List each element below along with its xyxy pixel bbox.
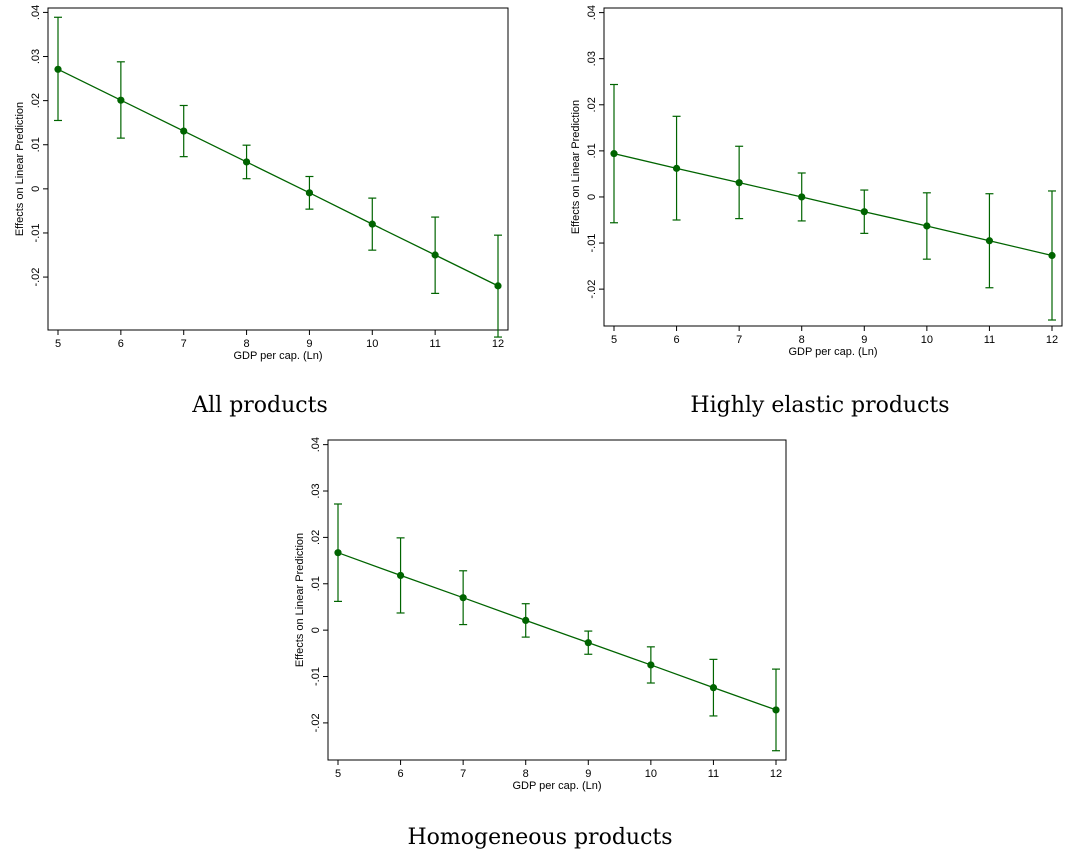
- y-tick-label: -.02: [30, 268, 42, 287]
- series-line: [337, 552, 777, 711]
- data-point: [459, 594, 467, 602]
- plot-frame: [47, 7, 509, 331]
- y-axis-title: Effects on Linear Prediction: [294, 533, 306, 667]
- chart-homogeneous-products: 5 6 7 8 9 10 11 12 -.02 -.01 0 .01 .02 .03 .04 GDP per …: [294, 437, 787, 792]
- y-tick-label: .04: [30, 5, 42, 20]
- x-tick-label: 7: [736, 334, 742, 346]
- y-tick-label: .01: [30, 137, 42, 152]
- x-tick-label: 9: [861, 334, 867, 346]
- x-tick-label: 5: [55, 338, 61, 350]
- x-tick-label: 10: [645, 768, 657, 780]
- data-point: [647, 661, 655, 669]
- y-tick-label: 0: [586, 194, 598, 200]
- x-tick-label: 8: [244, 338, 250, 350]
- data-point: [180, 127, 188, 135]
- data-point: [584, 639, 592, 647]
- y-tick-label: .03: [310, 483, 322, 498]
- x-tick-label: 6: [118, 338, 124, 350]
- data-point: [709, 684, 718, 692]
- series-line: [57, 68, 499, 287]
- data-point: [672, 164, 681, 172]
- data-point: [985, 237, 994, 245]
- caption-homogeneous-products: Homogeneous products: [407, 825, 673, 850]
- data-point: [522, 616, 530, 625]
- data-point: [860, 208, 868, 216]
- caption-highly-elastic-products: Highly elastic products: [690, 393, 950, 418]
- data-point: [117, 96, 125, 104]
- y-tick-label: .01: [310, 576, 322, 591]
- plot-frame: [603, 7, 1063, 327]
- data-point: [735, 179, 743, 187]
- data-point: [305, 189, 314, 197]
- y-tick-label: .04: [586, 5, 598, 20]
- data-point: [1048, 251, 1056, 260]
- x-axis-title: GDP per cap. (Ln): [512, 780, 601, 792]
- x-axis-title: GDP per cap. (Ln): [788, 346, 877, 358]
- x-tick-label: 9: [585, 768, 591, 780]
- caption-all-products: All products: [192, 393, 328, 418]
- chart-all-products: 5 6 7 8 9 10 11 12 -.02 -.01 0 .01 .02 .03 .04 GDP per …: [14, 5, 509, 362]
- series-line: [613, 153, 1053, 257]
- data-point: [610, 150, 618, 158]
- x-tick-label: 11: [708, 768, 719, 780]
- y-tick-label: 0: [30, 186, 42, 192]
- data-point: [54, 65, 62, 73]
- x-tick-label: 12: [770, 768, 782, 780]
- x-tick-label: 10: [366, 338, 378, 350]
- y-tick-label: 0: [310, 627, 322, 633]
- data-point: [923, 222, 931, 230]
- data-point: [368, 220, 376, 228]
- chart-panel-all-products: 5 6 7 8 9 10 11 12 -.02 -.01 0 .01 .02 .03 .04 GDP per …: [0, 0, 520, 370]
- y-axis-title: Effects on Linear Prediction: [570, 100, 582, 234]
- x-tick-label: 5: [335, 768, 341, 780]
- chart-panel-highly-elastic-products: 5 6 7 8 9 10 11 12 -.02 -.01 0 .01 .02 .03 .04 GDP per …: [560, 0, 1071, 370]
- x-tick-label: 7: [181, 338, 187, 350]
- x-tick-label: 8: [523, 768, 529, 780]
- y-tick-label: .02: [30, 93, 42, 108]
- x-tick-label: 11: [429, 338, 440, 350]
- plot-frame: [327, 439, 787, 761]
- x-tick-label: 12: [492, 338, 504, 350]
- data-point: [494, 282, 502, 290]
- x-tick-label: 6: [398, 768, 404, 780]
- x-tick-label: 12: [1046, 334, 1058, 346]
- y-tick-label: .04: [310, 437, 322, 452]
- data-point: [242, 158, 251, 166]
- y-tick-label: .03: [586, 51, 598, 66]
- x-tick-label: 5: [611, 334, 617, 346]
- data-point: [334, 549, 342, 557]
- y-tick-label: -.02: [310, 713, 322, 732]
- y-tick-label: .02: [310, 530, 322, 545]
- data-point: [798, 193, 806, 201]
- y-tick-label: -.01: [310, 667, 322, 686]
- x-tick-label: 6: [674, 334, 680, 346]
- x-tick-label: 11: [984, 334, 995, 346]
- data-point: [431, 251, 439, 259]
- y-tick-label: .01: [586, 143, 598, 158]
- y-tick-label: .02: [586, 97, 598, 112]
- x-tick-label: 9: [306, 338, 312, 350]
- chart-panel-homogeneous-products: 5 6 7 8 9 10 11 12 -.02 -.01 0 .01 .02 .03 .04 GDP per …: [280, 430, 800, 805]
- x-axis-title: GDP per cap. (Ln): [233, 350, 322, 362]
- x-tick-label: 8: [799, 334, 805, 346]
- chart-highly-elastic-products: 5 6 7 8 9 10 11 12 -.02 -.01 0 .01 .02 .03 .04 GDP per …: [570, 5, 1063, 358]
- y-tick-label: -.02: [586, 280, 598, 299]
- x-tick-label: 7: [460, 768, 466, 780]
- y-tick-label: -.01: [586, 234, 598, 253]
- x-tick-label: 10: [921, 334, 933, 346]
- y-axis-title: Effects on Linear Prediction: [14, 102, 26, 236]
- y-tick-label: .03: [30, 49, 42, 64]
- data-point: [396, 571, 405, 580]
- y-tick-label: -.01: [30, 223, 42, 242]
- data-point: [772, 706, 780, 714]
